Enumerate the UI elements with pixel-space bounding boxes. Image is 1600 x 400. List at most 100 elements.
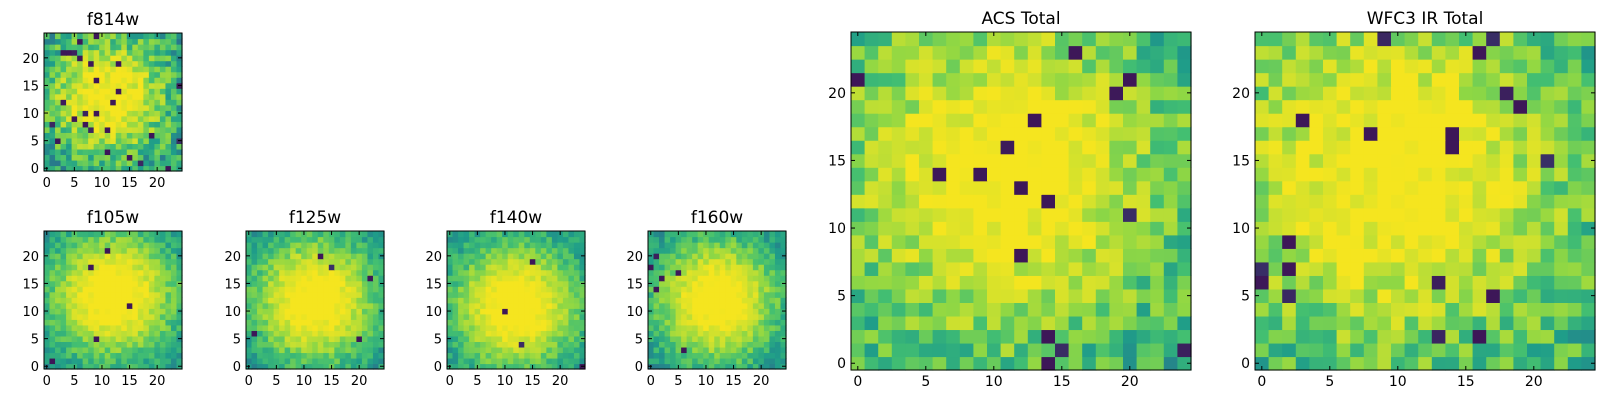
heatmap-cell [1323,288,1338,303]
heatmap-cell [507,269,514,276]
heatmap-cell [323,363,330,370]
heatmap-cell [774,308,782,315]
heatmap-cell [60,357,67,365]
heatmap-cell [1418,234,1433,249]
heatmap-cell [458,247,465,254]
heatmap-cell [452,346,459,354]
heatmap-cell [568,308,575,315]
heatmap-cell [66,82,73,89]
heatmap-cell [148,104,155,111]
heatmap-cell [568,280,575,287]
heatmap-cell [681,264,688,271]
heatmap-cell [573,280,581,287]
heatmap-cell [1513,261,1528,276]
heatmap-cell [176,286,183,293]
heatmap-cell [88,115,95,122]
heatmap-cell [736,236,743,243]
heatmap-cell [170,330,178,337]
heatmap-cell [137,55,144,62]
heatmap-cell [137,33,144,40]
heatmap-cell [154,60,161,67]
heatmap-cell [1068,113,1083,128]
heatmap-cell [736,242,743,249]
heatmap-cell [719,335,726,342]
heatmap-cell [1027,288,1042,303]
heatmap-cell [126,286,133,293]
heatmap-cell [469,247,476,254]
heatmap-cell [137,363,144,370]
heatmap-cell [82,71,89,78]
heatmap-cell [692,319,699,326]
heatmap-cell [1255,86,1270,101]
heatmap-cell [763,324,771,331]
heatmap-cell [1095,72,1110,87]
heatmap-cell [93,297,100,304]
heatmap-cell [474,258,481,265]
heatmap-cell [159,247,167,254]
heatmap-cell [290,258,297,265]
heatmap-cell [747,242,754,249]
heatmap-cell [769,291,776,298]
heatmap-cell [110,104,117,111]
heatmap-cell [1150,342,1165,358]
heatmap-cell [529,236,536,243]
heatmap-cell [1323,86,1338,101]
heatmap-cell [1513,59,1528,74]
heatmap-cell [714,302,721,309]
heatmap-cell [137,330,144,337]
heatmap-cell [82,308,89,315]
heatmap-cell [1041,99,1056,114]
heatmap-cell [137,126,144,133]
heatmap-cell [491,297,498,304]
heatmap-cell [1581,234,1596,249]
heatmap-cell [469,330,476,337]
heatmap-cell [93,126,100,133]
heatmap-cell [1513,32,1528,47]
heatmap-cell [99,313,106,320]
heatmap-cell [524,308,531,315]
heatmap-cell [71,137,78,144]
heatmap-cell [1323,140,1338,155]
heatmap-cell [1163,248,1178,263]
heatmap-cell [176,236,183,243]
heatmap-cells [648,231,787,370]
heatmap-cell [529,308,536,315]
heatmap-cell [741,335,748,342]
heatmap-cell [878,315,893,331]
heatmap-cell [752,324,759,331]
heatmap-cell [154,253,161,260]
heatmap-cell [115,258,122,265]
heatmap-cell [1499,180,1514,195]
heatmap-cell [1499,248,1514,263]
heatmap-cell [170,236,178,243]
heatmap-cell [104,357,111,365]
heatmap-cell [557,346,564,354]
heatmap-cell [88,231,95,238]
heatmap-cell [121,110,128,117]
heatmap-cell [1567,356,1582,371]
heatmap-cell [540,258,547,265]
heatmap-cell [1055,275,1070,290]
heatmap-cell [524,357,531,365]
heatmap-cell [932,234,947,249]
heatmap-cell [725,269,732,276]
heatmap-cell [502,242,509,249]
heatmap-cell [121,148,128,156]
heatmap-cell [1363,329,1378,344]
heatmap-cell [919,261,934,276]
heatmap-cell [165,38,172,45]
heatmap-cell [1363,194,1378,209]
heatmap-cell [1109,59,1124,74]
heatmap-cell [268,236,275,243]
heatmap-cell [1014,45,1029,60]
heatmap-cell [137,253,144,260]
heatmap-cell [290,231,297,238]
heatmap-cell [99,242,106,249]
heatmap-cell [502,308,509,315]
heatmap-cell [540,275,547,282]
heatmap-cell [686,352,693,359]
heatmap-cell [719,324,726,331]
heatmap-cell [82,38,89,45]
heatmap-cell [93,82,100,89]
heatmap-cell [115,55,122,62]
